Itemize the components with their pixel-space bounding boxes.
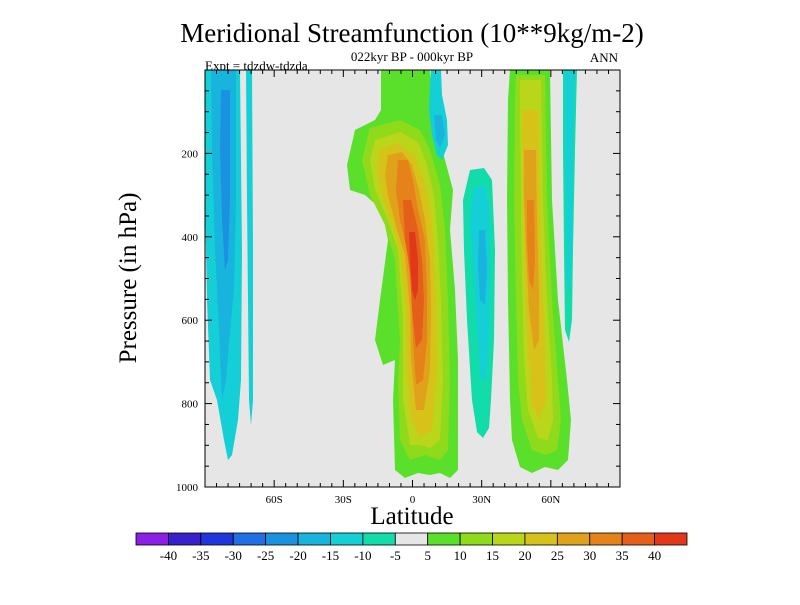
colorbar-label: -10 [354, 548, 371, 563]
colorbar-swatch [330, 532, 364, 546]
y-axis-title: Pressure (in hPa) [115, 193, 142, 364]
colorbar-swatch [200, 532, 234, 546]
nh-high-lat-negative-strip [563, 70, 577, 342]
chart-subtitle: 022kyr BP - 000kyr BP [351, 49, 473, 64]
nh-subtropical-negative-cell [463, 168, 495, 438]
colorbar-label: 35 [616, 548, 629, 563]
x-tick-label: 60S [266, 494, 283, 506]
colorbar-label: 25 [551, 548, 564, 563]
colorbar-label: 15 [486, 548, 499, 563]
y-tick-label: 600 [182, 315, 199, 327]
colorbar-label: 40 [648, 548, 661, 563]
colorbar-label: 30 [583, 548, 596, 563]
x-axis: 60S 30S 0 30N 60N [216, 70, 609, 506]
sh-polar-negative-cell [205, 70, 242, 460]
colorbar-swatch [492, 532, 526, 546]
colorbar-swatch [394, 532, 429, 546]
colorbar-label: -35 [192, 548, 209, 563]
colorbar-swatch [524, 532, 558, 546]
y-tick-label: 1000 [176, 482, 199, 494]
chart-title: Meridional Streamfunction (10**9kg/m-2) [180, 18, 643, 48]
colorbar-swatch [556, 532, 591, 546]
colorbar-swatch [589, 532, 623, 546]
x-tick-label: 0 [410, 494, 416, 506]
colorbar-label: -30 [225, 548, 242, 563]
sh-high-lat-negative-strip [246, 70, 253, 425]
colorbar-label: -25 [257, 548, 274, 563]
colorbar-swatch [265, 532, 299, 546]
colorbar-swatch [168, 532, 202, 546]
colorbar-swatch [362, 532, 396, 546]
season-label: ANN [590, 50, 619, 65]
y-tick-label: 800 [182, 399, 199, 411]
colorbar-label: -40 [160, 548, 177, 563]
y-axis: 200 400 600 800 1000 [176, 90, 620, 494]
nh-upper-negative-cell [429, 70, 448, 160]
x-axis-title: Latitude [370, 503, 453, 530]
contour-plot-area [204, 69, 621, 488]
experiment-label: Expt = tdzdw-tdzda [205, 58, 308, 73]
colorbar-label: 20 [518, 548, 531, 563]
colorbar-label: -5 [390, 548, 401, 563]
colorbar-swatch [297, 532, 331, 546]
tropical-positive-cell [347, 70, 458, 478]
x-tick-label: 60N [541, 494, 560, 506]
colorbar-swatch [621, 532, 655, 546]
colorbar-label: -15 [322, 548, 339, 563]
x-tick-label: 30N [472, 494, 491, 506]
y-tick-label: 200 [182, 148, 199, 160]
x-tick-label: 30S [335, 494, 352, 506]
colorbar-label: 5 [424, 548, 431, 563]
colorbar-swatch [135, 532, 169, 546]
y-tick-label: 400 [182, 232, 199, 244]
colorbar-swatch [654, 532, 688, 546]
colorbar-label: 10 [454, 548, 467, 563]
colorbar-swatch [427, 532, 461, 546]
colorbar-label: -20 [289, 548, 306, 563]
colorbar: -40 -35 -30 -25 -20 -15 -10 -5 5 10 15 20 25 30 35 40 [135, 532, 688, 563]
colorbar-swatch [232, 532, 267, 546]
colorbar-swatch [459, 532, 493, 546]
nh-midlat-positive-cell [507, 70, 571, 473]
